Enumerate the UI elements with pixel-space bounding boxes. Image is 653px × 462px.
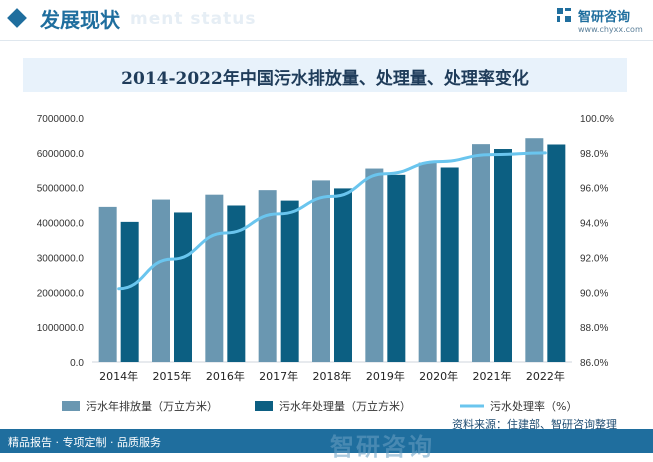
x-tick-label: 2014年 bbox=[99, 369, 138, 383]
brand-site: www.chyxx.com bbox=[578, 25, 643, 34]
bar-treated bbox=[387, 174, 406, 362]
bar-treated bbox=[227, 205, 246, 362]
y-right-tick-label: 86.0% bbox=[580, 358, 608, 369]
brand-logo-icon bbox=[557, 8, 571, 22]
bar-treated bbox=[280, 200, 299, 362]
bar-discharge bbox=[365, 168, 384, 362]
y-left-tick-label: 0.0 bbox=[70, 358, 84, 369]
header-watermark: ment status bbox=[130, 9, 257, 29]
footer-bar: 精品报告 · 专项定制 · 品质服务 智研咨询 bbox=[0, 429, 653, 461]
bar-treated bbox=[440, 167, 459, 362]
legend-swatch bbox=[62, 401, 80, 411]
legend-label: 污水处理率（%） bbox=[490, 399, 577, 413]
bar-treated bbox=[334, 188, 352, 362]
bar-discharge bbox=[312, 180, 330, 362]
bar-treated bbox=[494, 149, 512, 362]
y-left-tick-label: 1000000.0 bbox=[37, 323, 85, 334]
chart-title: 2014-2022年中国污水排放量、处理量、处理率变化 bbox=[121, 69, 529, 89]
bar-treated bbox=[547, 144, 566, 362]
y-right-tick-label: 100.0% bbox=[580, 114, 614, 125]
x-tick-label: 2022年 bbox=[526, 369, 565, 383]
y-left-tick-label: 4000000.0 bbox=[37, 219, 85, 230]
x-tick-label: 2021年 bbox=[473, 369, 512, 383]
page-header: ment status 发展现状 智研咨询 www.chyxx.com bbox=[0, 0, 653, 41]
legend-label: 污水年排放量（万立方米） bbox=[86, 399, 218, 413]
y-right-tick-label: 94.0% bbox=[580, 219, 608, 230]
bar-discharge bbox=[525, 138, 544, 362]
chart: 0.0 1000000.0 2000000.0 3000000.0 4000000.0 5… bbox=[37, 114, 614, 413]
y-left-tick-label: 5000000.0 bbox=[37, 184, 85, 195]
x-tick-label: 2020年 bbox=[419, 369, 458, 383]
bar-treated bbox=[120, 221, 139, 362]
chart-title-band: 2014-2022年中国污水排放量、处理量、处理率变化 bbox=[23, 58, 627, 92]
footer-tagline: 精品报告 · 专项定制 · 品质服务 bbox=[8, 436, 161, 449]
y-right-tick-label: 92.0% bbox=[580, 253, 608, 264]
bar-discharge bbox=[152, 199, 170, 362]
y-left-tick-label: 7000000.0 bbox=[37, 114, 85, 125]
y-right-tick-label: 90.0% bbox=[580, 288, 608, 299]
x-tick-label: 2018年 bbox=[313, 369, 352, 383]
bar-discharge bbox=[205, 194, 224, 362]
y-right-tick-label: 88.0% bbox=[580, 323, 608, 334]
x-tick-label: 2016年 bbox=[206, 369, 245, 383]
bar-discharge bbox=[472, 144, 490, 362]
section-title: 发展现状 bbox=[40, 8, 120, 32]
x-tick-label: 2015年 bbox=[153, 369, 192, 383]
legend-label: 污水年处理量（万立方米） bbox=[279, 399, 411, 413]
source-note: 资料来源：住建部、智研咨询整理 bbox=[452, 418, 617, 431]
x-tick-label: 2019年 bbox=[366, 369, 405, 383]
y-left-tick-label: 3000000.0 bbox=[37, 253, 85, 264]
bar-discharge bbox=[258, 190, 277, 362]
diamond-icon bbox=[7, 8, 27, 28]
y-right-tick-label: 96.0% bbox=[580, 184, 608, 195]
bar-treated bbox=[174, 212, 192, 362]
x-tick-label: 2017年 bbox=[259, 369, 298, 383]
treatment-rate-line bbox=[117, 151, 547, 291]
y-left-tick-label: 6000000.0 bbox=[37, 149, 85, 160]
y-right-tick-label: 98.0% bbox=[580, 149, 608, 160]
footer-watermark: 智研咨询 bbox=[330, 433, 434, 461]
brand: 智研咨询 www.chyxx.com bbox=[556, 6, 648, 34]
brand-name: 智研咨询 bbox=[578, 10, 631, 25]
y-left-tick-label: 2000000.0 bbox=[37, 288, 85, 299]
bar-discharge bbox=[418, 162, 437, 362]
legend-swatch bbox=[255, 401, 273, 411]
header-divider bbox=[0, 40, 653, 41]
bar-discharge bbox=[98, 206, 117, 362]
